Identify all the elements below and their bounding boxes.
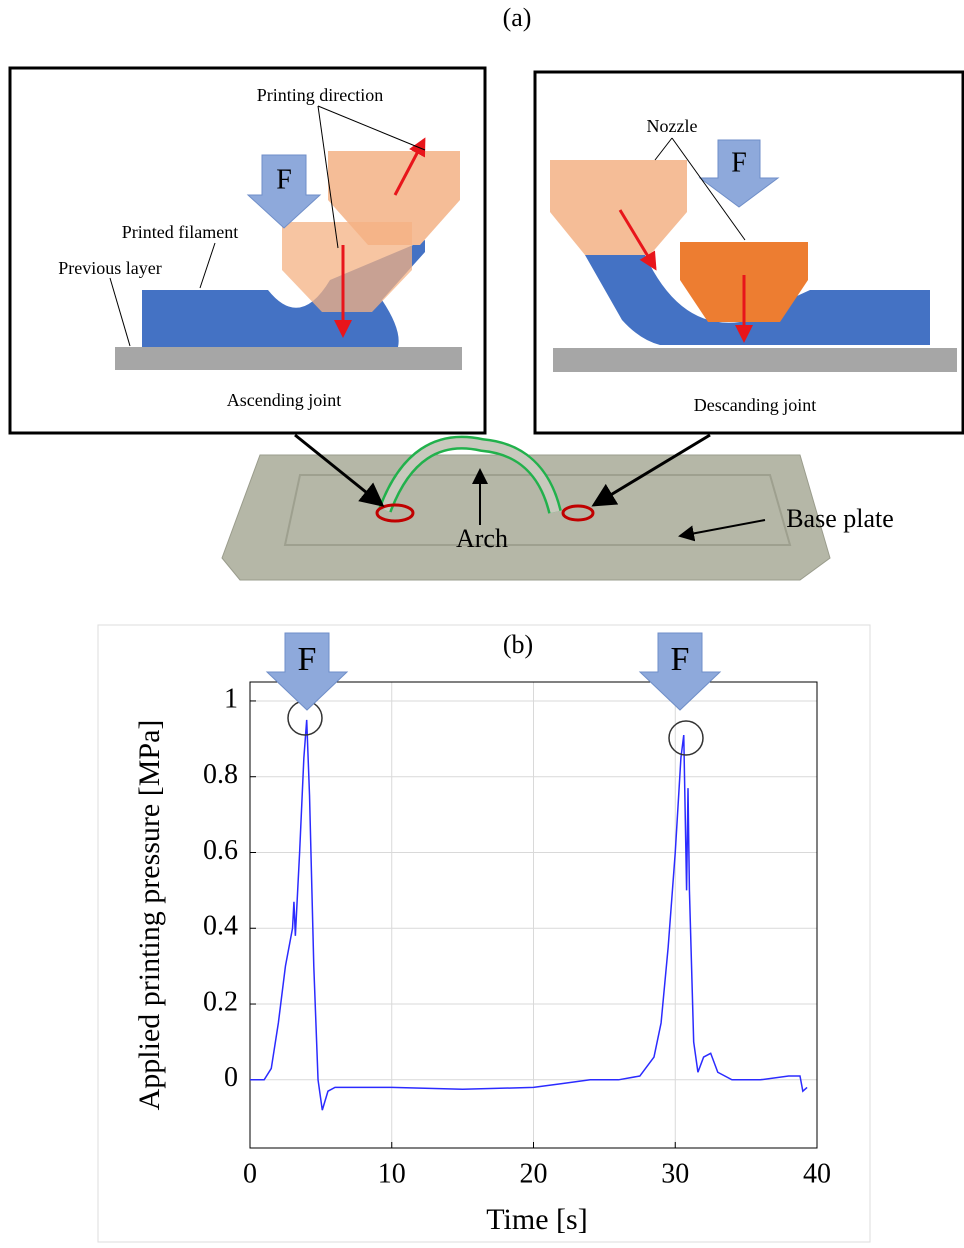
x-tick-label: 20 <box>520 1158 548 1189</box>
force-label: F <box>671 641 690 678</box>
chart-title: (b) <box>503 630 533 659</box>
x-tick-label: 0 <box>243 1158 257 1189</box>
label: Printing direction <box>257 85 383 105</box>
y-tick-label: 0.8 <box>203 759 238 790</box>
ascending-inset: F Printing direction Printed filament Pr… <box>10 68 485 433</box>
force-label: F <box>731 147 747 178</box>
y-tick-label: 0.4 <box>203 911 238 942</box>
force-label: F <box>276 164 292 195</box>
caption: Descanding joint <box>694 395 816 415</box>
label: Nozzle <box>647 116 698 136</box>
y-tick-label: 0.6 <box>203 835 238 866</box>
x-tick-label: 10 <box>378 1158 406 1189</box>
caption: Ascending joint <box>227 390 342 410</box>
force-label: F <box>298 641 317 678</box>
x-tick-label: 30 <box>661 1158 689 1189</box>
photo: Arch Base plate <box>222 435 894 580</box>
y-axis-label: Applied printing pressure [MPa] <box>133 720 166 1111</box>
x-axis-label: Time [s] <box>486 1203 587 1236</box>
y-tick-label: 0 <box>224 1062 238 1093</box>
panel-label: (a) <box>503 3 532 32</box>
label: Arch <box>456 524 508 553</box>
label: Base plate <box>786 504 894 533</box>
label: Previous layer <box>58 258 161 278</box>
descending-inset: F Nozzle Descanding joint <box>535 72 963 433</box>
y-tick-label: 0.2 <box>203 986 238 1017</box>
label: Printed filament <box>122 222 238 242</box>
y-tick-label: 1 <box>224 683 238 714</box>
figure: (a) F Printing direction Printed filamen… <box>0 0 964 1243</box>
x-tick-label: 40 <box>803 1158 831 1189</box>
